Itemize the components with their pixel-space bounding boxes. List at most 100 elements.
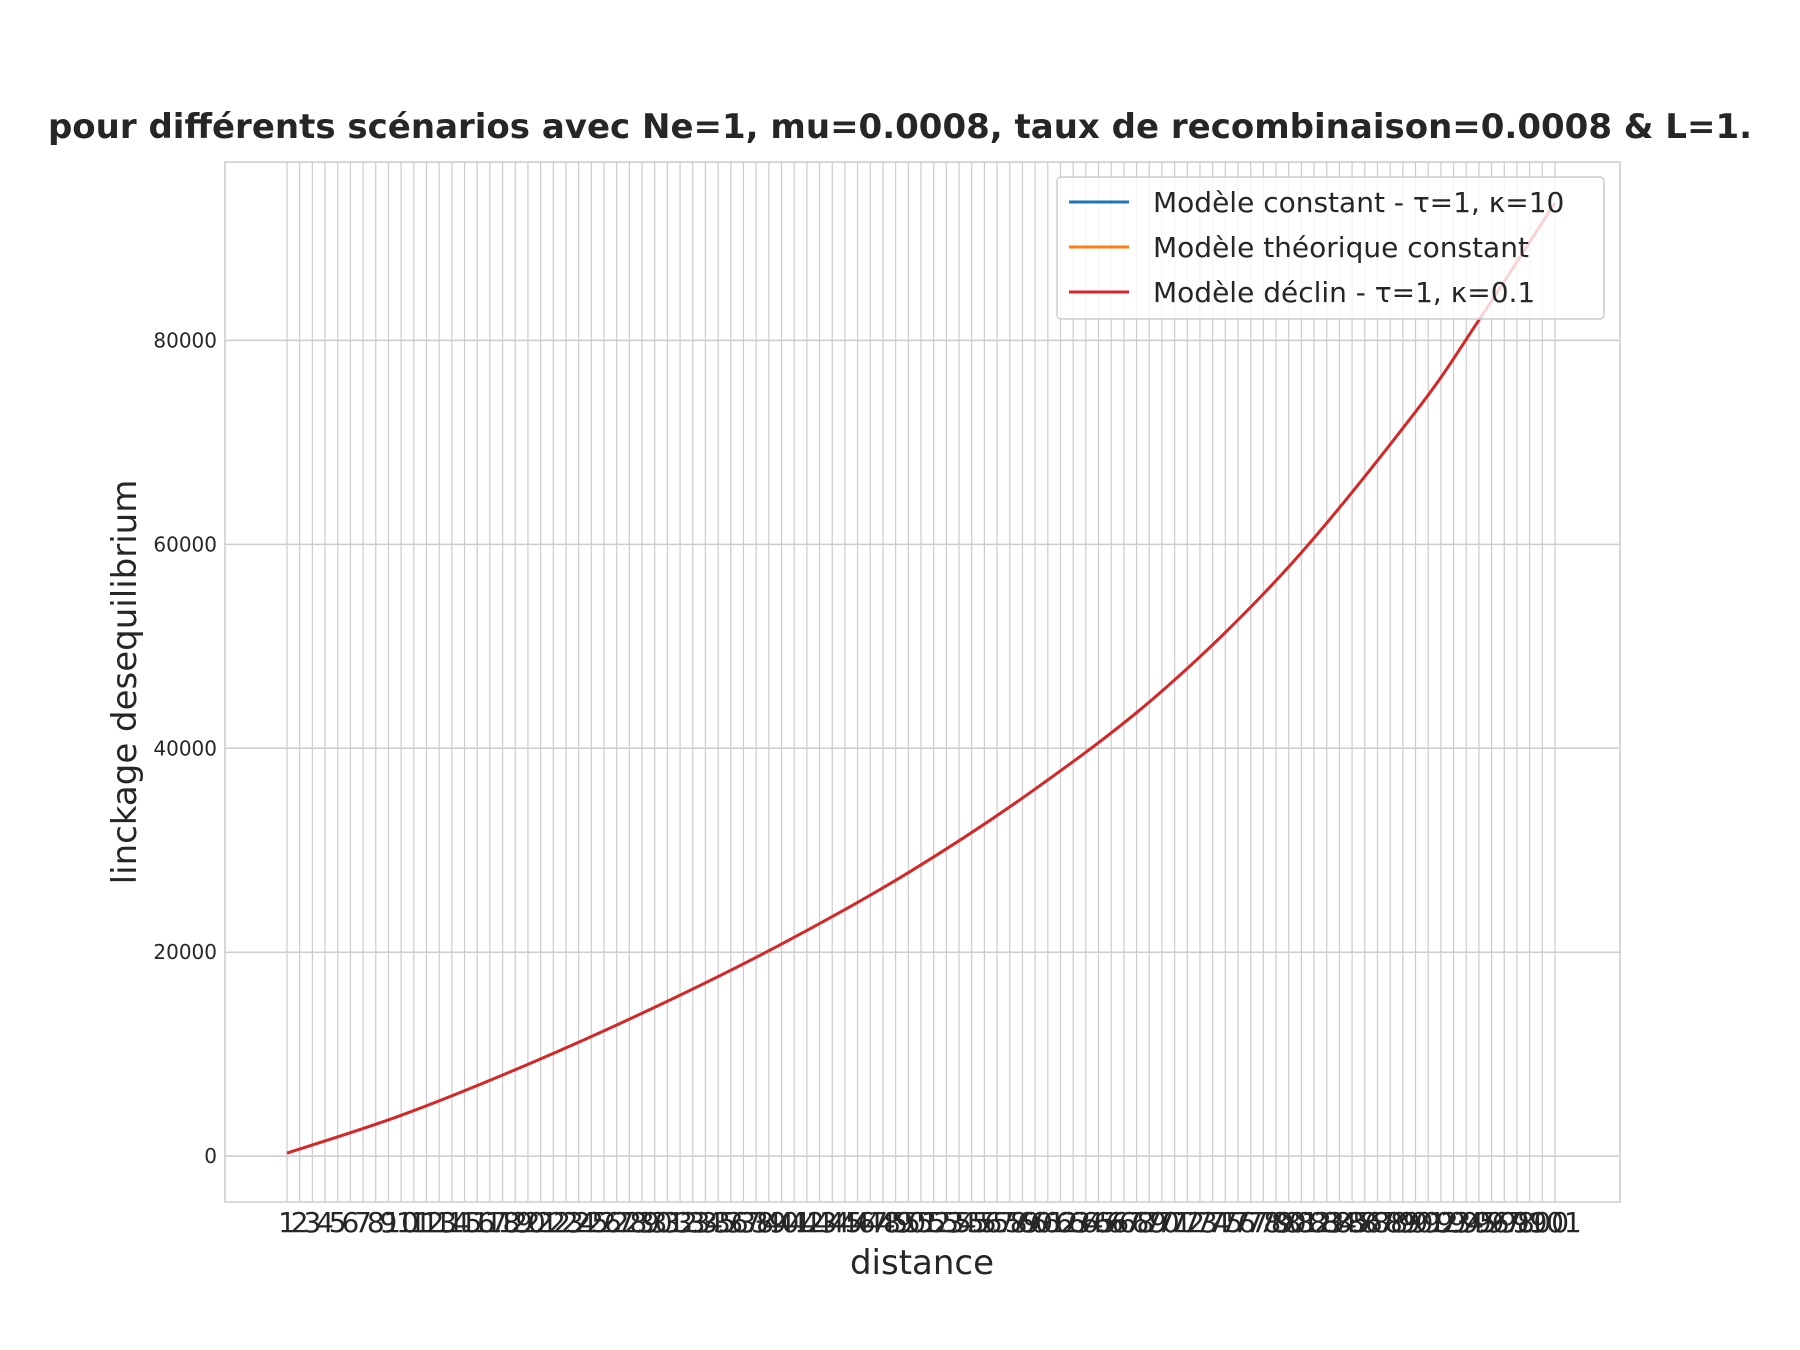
x-tick-label: 90 [1398,1206,1434,1239]
x-tick-label: 65 [1081,1206,1117,1239]
x-tick-label: 11 [396,1206,432,1239]
x-tick-label: 29 [624,1206,660,1239]
x-tick-label: 34 [688,1206,724,1239]
chart-title: pour différents scénarios avec Ne=1, mu=… [48,107,1752,147]
x-tick-label: 95 [1461,1206,1497,1239]
y-tick-label: 60000 [153,532,217,556]
y-tick-label: 80000 [153,328,217,352]
x-tick-label: 41 [776,1206,812,1239]
x-tick-label: 16 [459,1206,495,1239]
x-tick-label: 68 [1119,1206,1155,1239]
y-axis-label: linckage desequilibrium [105,480,145,885]
y-ticks: 0 20000 40000 60000 80000 [153,328,217,1168]
x-tick-label: 26 [586,1206,622,1239]
x-tick-label: 48 [865,1206,901,1239]
legend-box [1056,176,1605,320]
plot-frame [224,161,1621,1203]
x-grid [286,162,1556,1202]
x-tick-label: 97 [1486,1206,1522,1239]
x-tick-label: 25 [573,1206,609,1239]
x-tick-label: 37 [726,1206,762,1239]
x-tick-label: 77 [1233,1206,1269,1239]
x-tick-label: 38 [738,1206,774,1239]
x-tick-label: 92 [1423,1206,1459,1239]
x-tick-label: 14 [434,1206,470,1239]
x-tick-label: 73 [1182,1206,1218,1239]
y-grid [225,339,1620,1157]
x-tick-label: 89 [1385,1206,1421,1239]
x-ticks: 1234567891011121314151617181920212223242… [278,1206,1582,1239]
x-tick-label: 61 [1030,1206,1066,1239]
x-tick-label: 13 [421,1206,457,1239]
x-tick-label: 52 [916,1206,952,1239]
x-tick-label: 81 [1284,1206,1320,1239]
x-tick-label: 3 [303,1206,321,1239]
x-tick-label: 58 [992,1206,1028,1239]
x-tick-label: 17 [472,1206,508,1239]
x-tick-label: 99 [1512,1206,1548,1239]
x-tick-label: 42 [789,1206,825,1239]
x-tick-label: 24 [561,1206,597,1239]
plot-area [224,161,1621,1203]
x-tick-label: 72 [1169,1206,1205,1239]
x-tick-label: 64 [1068,1206,1104,1239]
x-tick-label: 82 [1296,1206,1332,1239]
x-tick-label: 10 [383,1206,419,1239]
x-tick-label: 59 [1005,1206,1041,1239]
x-tick-label: 21 [523,1206,559,1239]
x-tick-label: 85 [1334,1206,1370,1239]
legend: Modèle constant - τ=1, κ=10 Modèle théori… [1056,176,1605,320]
x-tick-label: 22 [535,1206,571,1239]
x-tick-label: 5 [329,1206,347,1239]
legend-label: Modèle théorique constant [1153,231,1529,264]
x-tick-label: 1 [278,1206,296,1239]
x-tick-label: 93 [1436,1206,1472,1239]
x-tick-label: 51 [903,1206,939,1239]
x-tick-label: 86 [1347,1206,1383,1239]
x-tick-label: 6 [341,1206,359,1239]
x-tick-label: 84 [1322,1206,1358,1239]
x-tick-label: 88 [1372,1206,1408,1239]
x-tick-label: 30 [637,1206,673,1239]
x-tick-label: 2 [291,1206,309,1239]
x-tick-label: 60 [1017,1206,1053,1239]
x-tick-label: 8 [367,1206,385,1239]
legend-label: Modèle déclin - τ=1, κ=0.1 [1153,276,1535,309]
y-tick-label: 0 [204,1144,217,1168]
x-tick-label: 23 [548,1206,584,1239]
x-tick-label: 87 [1360,1206,1396,1239]
x-tick-label: 20 [510,1206,546,1239]
x-tick-label: 36 [713,1206,749,1239]
x-tick-label: 79 [1258,1206,1294,1239]
x-tick-label: 47 [852,1206,888,1239]
x-tick-label: 70 [1144,1206,1180,1239]
x-tick-label: 75 [1207,1206,1243,1239]
x-axis-label: distance [850,1243,994,1283]
x-tick-label: 53 [929,1206,965,1239]
x-tick-label: 67 [1106,1206,1142,1239]
x-tick-label: 69 [1131,1206,1167,1239]
x-tick-label: 4 [316,1206,334,1239]
series-line-2 [286,201,1557,1155]
x-tick-label: 15 [447,1206,483,1239]
x-tick-label: 100 [1516,1206,1569,1239]
x-tick-label: 43 [802,1206,838,1239]
x-tick-label: 9 [380,1206,398,1239]
x-tick-label: 12 [409,1206,445,1239]
x-tick-label: 46 [840,1206,876,1239]
x-tick-label: 91 [1410,1206,1446,1239]
x-tick-label: 28 [612,1206,648,1239]
legend-item-0: Modèle constant - τ=1, κ=10 [1069,186,1564,219]
x-tick-label: 49 [878,1206,914,1239]
x-tick-label: 7 [354,1206,372,1239]
x-tick-label: 31 [650,1206,686,1239]
x-tick-label: 96 [1474,1206,1510,1239]
x-tick-label: 50 [890,1206,926,1239]
x-tick-label: 27 [599,1206,635,1239]
x-tick-label: 55 [954,1206,990,1239]
x-tick-label: 66 [1093,1206,1129,1239]
x-tick-label: 32 [662,1206,698,1239]
series-layer [286,201,1557,1155]
x-tick-label: 80 [1271,1206,1307,1239]
